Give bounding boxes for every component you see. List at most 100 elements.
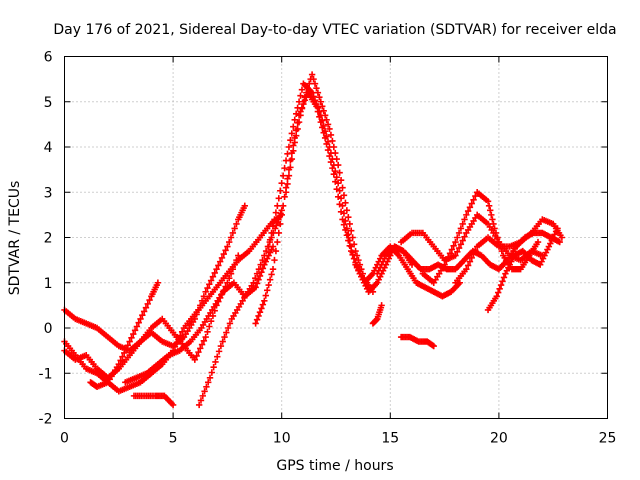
data-point bbox=[461, 216, 468, 223]
y-tick-label: 0 bbox=[44, 321, 53, 337]
data-point bbox=[329, 137, 336, 145]
data-point bbox=[330, 143, 338, 151]
x-tick-label: 5 bbox=[169, 431, 178, 447]
data-point bbox=[284, 180, 291, 188]
data-point bbox=[209, 273, 217, 280]
data-point bbox=[253, 316, 261, 323]
data-point bbox=[200, 293, 208, 300]
data-point bbox=[459, 220, 466, 228]
data-point bbox=[445, 253, 452, 261]
data-point bbox=[323, 133, 330, 140]
x-axis-label: GPS time / hours bbox=[276, 458, 393, 474]
x-tick-label: 20 bbox=[490, 431, 508, 447]
data-point bbox=[466, 258, 474, 265]
data-point bbox=[298, 105, 306, 112]
data-point bbox=[178, 328, 186, 335]
data-point bbox=[210, 364, 217, 371]
data-point bbox=[485, 202, 493, 210]
data-point bbox=[499, 278, 506, 285]
data-point bbox=[287, 137, 294, 144]
data-point bbox=[343, 207, 351, 214]
data-point bbox=[215, 348, 223, 355]
data-point bbox=[287, 164, 294, 171]
data-point bbox=[308, 89, 316, 96]
data-point bbox=[128, 334, 135, 342]
data-point bbox=[255, 276, 262, 283]
data-point bbox=[304, 84, 311, 92]
data-point bbox=[352, 247, 359, 255]
data-point bbox=[310, 75, 317, 83]
data-point bbox=[356, 261, 364, 268]
data-point bbox=[231, 225, 238, 232]
data-point bbox=[336, 169, 343, 176]
data-point bbox=[313, 84, 320, 92]
data-point bbox=[256, 308, 264, 316]
data-point bbox=[202, 333, 209, 341]
data-point bbox=[142, 304, 150, 311]
data-point bbox=[281, 193, 288, 200]
data-point bbox=[206, 281, 213, 288]
data-point bbox=[496, 285, 503, 292]
data-point bbox=[197, 397, 205, 404]
data-point bbox=[534, 238, 542, 246]
data-point bbox=[468, 254, 475, 262]
data-point bbox=[259, 256, 266, 264]
data-point bbox=[459, 237, 466, 244]
data-point bbox=[463, 265, 470, 273]
data-point bbox=[130, 330, 137, 338]
data-point bbox=[316, 94, 323, 101]
data-point bbox=[262, 247, 270, 255]
data-point bbox=[224, 243, 231, 250]
y-tick-label: 4 bbox=[44, 140, 53, 156]
series-pass-15 bbox=[484, 225, 561, 314]
data-point bbox=[378, 302, 385, 309]
data-point bbox=[292, 110, 300, 118]
data-point bbox=[212, 358, 219, 366]
data-point bbox=[452, 238, 459, 246]
data-point bbox=[216, 258, 224, 265]
data-point bbox=[261, 297, 268, 305]
data-point bbox=[266, 276, 274, 283]
data-point bbox=[202, 288, 209, 295]
data-point bbox=[219, 338, 226, 345]
data-point bbox=[291, 116, 298, 124]
data-point bbox=[298, 86, 306, 93]
data-points bbox=[61, 71, 566, 409]
data-point bbox=[261, 252, 268, 259]
data-point bbox=[203, 383, 210, 391]
data-point bbox=[333, 155, 340, 163]
data-point bbox=[229, 229, 237, 237]
data-point bbox=[278, 211, 285, 219]
data-point bbox=[277, 220, 284, 228]
data-point bbox=[271, 216, 278, 223]
data-point bbox=[301, 94, 309, 101]
data-point bbox=[470, 250, 477, 258]
series-pass-4 bbox=[61, 211, 285, 395]
data-point bbox=[226, 238, 233, 246]
data-point bbox=[455, 229, 463, 237]
y-tick-label: 6 bbox=[44, 50, 53, 66]
data-point bbox=[443, 257, 450, 265]
y-tick-label: -2 bbox=[39, 412, 53, 428]
series-pass-13 bbox=[419, 189, 542, 286]
data-point bbox=[195, 401, 203, 409]
x-tick-label: 10 bbox=[273, 431, 291, 447]
data-point bbox=[446, 250, 454, 257]
data-point bbox=[211, 269, 218, 277]
data-point bbox=[297, 112, 304, 119]
data-point bbox=[350, 241, 358, 248]
data-point bbox=[206, 374, 214, 381]
data-point bbox=[227, 234, 235, 241]
data-point bbox=[290, 147, 297, 154]
data-point bbox=[284, 150, 291, 157]
data-point bbox=[308, 71, 316, 78]
data-point bbox=[430, 342, 437, 350]
data-point bbox=[358, 265, 365, 273]
data-point bbox=[205, 379, 212, 386]
series-pass-3 bbox=[87, 279, 162, 391]
data-point bbox=[455, 244, 463, 252]
data-point bbox=[265, 243, 272, 250]
data-point bbox=[346, 220, 353, 228]
data-point bbox=[348, 227, 355, 234]
data-point bbox=[317, 98, 324, 105]
